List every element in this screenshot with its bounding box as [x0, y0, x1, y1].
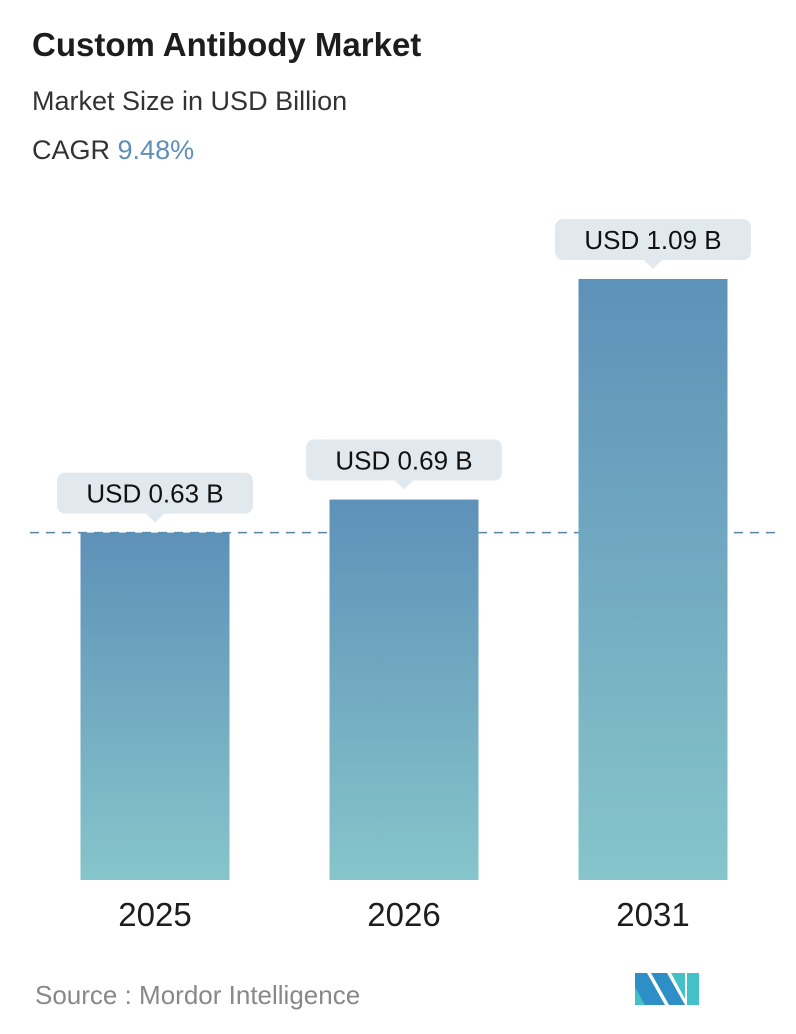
source-text: Source : Mordor Intelligence — [35, 980, 361, 1010]
data-label-pointer — [146, 513, 164, 523]
chart-subtitle: Market Size in USD Billion — [32, 86, 348, 116]
data-label-bg — [57, 472, 253, 514]
data-label: USD 0.69 B — [335, 446, 472, 476]
bar-2031 — [578, 279, 728, 880]
data-label: USD 1.09 B — [584, 225, 721, 255]
cagr-label: CAGR — [32, 135, 111, 165]
chart-title: Custom Antibody Market — [32, 26, 422, 63]
bar-2025 — [80, 532, 230, 880]
x-tick-label: 2031 — [616, 896, 689, 933]
cagr-value: 9.48% — [117, 135, 195, 165]
x-tick-label: 2025 — [118, 896, 191, 933]
cagr: CAGR 9.48% — [32, 135, 194, 166]
x-tick-label: 2026 — [367, 896, 440, 933]
bar-2026 — [329, 499, 479, 880]
data-label: USD 0.63 B — [86, 479, 223, 509]
data-label-bg — [306, 439, 502, 481]
data-label-bg — [555, 219, 751, 260]
data-label-pointer — [395, 480, 413, 490]
data-label-pointer — [644, 260, 662, 269]
